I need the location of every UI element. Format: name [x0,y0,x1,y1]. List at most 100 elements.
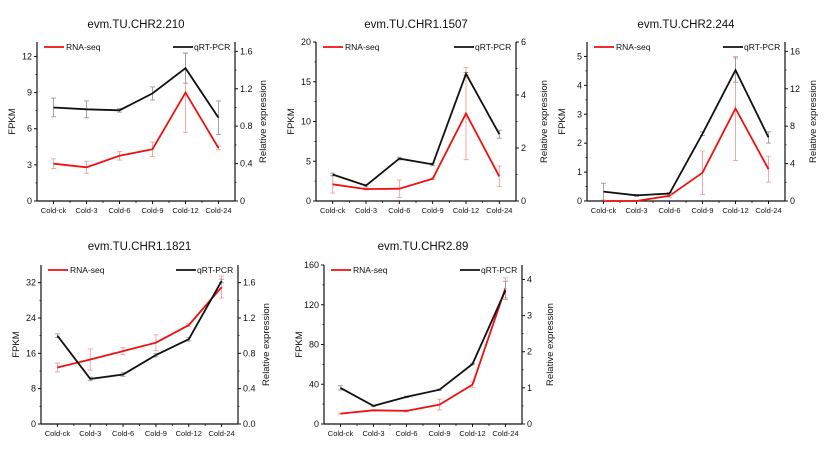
legend: RNA-seq qRT-PCR [323,42,511,52]
legend-label-qrt-pcr: qRT-PCR [197,265,233,275]
chart-title: evm.TU.CHR1.1507 [364,19,468,31]
left-tick-label: 8 [31,384,36,394]
left-tick-label: 0 [306,196,311,206]
right-tick-label: 0.4 [240,159,253,169]
y-right-axis-label: Relative expression [258,80,269,163]
legend-label-rna-seq: RNA-seq [66,42,101,52]
category-label: Cold-24 [486,206,512,215]
y-right-axis-label: Relative expression [539,80,550,163]
category-label: Cold-3 [355,206,377,215]
left-tick-label: 20 [301,37,311,47]
left-tick-label: 120 [304,300,319,310]
category-label: Cold-24 [492,429,518,438]
category-label: Cold-ck [45,429,71,438]
left-tick-label: 0 [314,419,319,429]
category-label: Cold-3 [362,429,384,438]
qrt-pcr-line [603,68,770,197]
left-tick-label: 0 [31,419,36,429]
category-label: Cold-12 [176,429,202,438]
left-tick-label: 0 [577,196,582,206]
series-qrt-pcr [601,57,771,201]
category-label: Cold-3 [625,206,647,215]
category-label: Cold-3 [75,206,97,215]
legend-label-rna-seq: RNA-seq [345,42,380,52]
left-tick-label: 160 [304,260,319,270]
y-axis-label: FPKM [286,108,297,134]
series-qrt-pcr [330,71,502,188]
rna-seq-line [53,90,220,169]
category-label: Cold-6 [658,206,680,215]
legend-label-qrt-pcr: qRT-PCR [744,42,780,52]
right-tick-label: 4 [521,90,526,100]
legend: RNA-seq qRT-PCR [331,265,517,275]
right-tick-label: 6 [521,37,526,47]
right-tick-label: 0 [521,196,526,206]
left-tick-label: 16 [26,348,36,358]
category-label: Cold-9 [145,429,167,438]
qrt-pcr-line [332,71,501,187]
rna-seq-line [332,111,501,191]
category-label: Cold-9 [428,429,450,438]
right-tick-label: 0 [527,419,532,429]
left-tick-label: 32 [26,278,36,288]
y-right-axis-label: Relative expression [261,303,272,386]
legend-label-qrt-pcr: qRT-PCR [194,42,230,52]
category-label: Cold-6 [108,206,130,215]
category-label: Cold-9 [422,206,444,215]
left-tick-label: 24 [26,313,36,323]
rna-seq-line [340,287,507,415]
qrt-pcr-line [340,289,507,407]
category-label: Cold-24 [208,429,234,438]
left-tick-label: 1 [577,167,582,177]
right-tick-label: 1.2 [243,313,256,323]
category-label: Cold-12 [459,429,485,438]
y-right-axis-label: Relative expression [545,303,556,386]
series-qrt-pcr [338,280,508,408]
qrt-pcr-line [56,280,223,380]
category-label: Cold-9 [691,206,713,215]
left-tick-label: 12 [22,51,32,61]
right-tick-label: 0.8 [243,348,256,358]
right-tick-label: 0 [790,196,795,206]
left-tick-label: 5 [306,156,311,166]
category-label: Cold-ck [328,429,354,438]
category-label: Cold-12 [453,206,479,215]
right-tick-label: 3 [527,311,532,321]
left-tick-label: 3 [27,160,32,170]
legend-label-rna-seq: RNA-seq [70,265,105,275]
right-tick-label: 2 [527,347,532,357]
left-tick-label: 5 [577,51,582,61]
category-label: Cold-6 [112,429,134,438]
right-tick-label: 16 [790,46,800,56]
category-label: Cold-12 [722,206,748,215]
y-axis-label: FPKM [7,108,18,134]
chart-panel-5: evm.TU.CHR2.89 0 40 80 120 160 0 1 2 3 4 Cold-ck Col… [294,241,556,438]
right-tick-label: 0.8 [240,121,253,131]
chart-panel-1: evm.TU.CHR2.210 0 3 6 9 12 0 0.4 0.8 1.2 1.6 Cold-c… [7,19,269,215]
right-tick-label: 1.6 [240,46,253,56]
chart-title: evm.TU.CHR2.89 [378,241,469,253]
series-rna-seq [54,275,225,373]
category-label: Cold-6 [388,206,410,215]
right-tick-label: 12 [790,84,800,94]
right-tick-label: 1.2 [240,84,253,94]
series-qrt-pcr [51,52,221,136]
right-tick-label: 4 [527,274,532,284]
y-axis-label: FPKM [557,108,568,134]
series-rna-seq [603,56,771,202]
category-label: Cold-3 [79,429,101,438]
qrt-pcr-line [53,66,220,119]
right-tick-label: 1 [527,383,532,393]
legend: RNA-seq qRT-PCR [44,42,230,52]
left-tick-label: 10 [301,117,311,127]
right-tick-label: 1.6 [243,278,256,288]
left-tick-label: 9 [27,88,32,98]
right-tick-label: 0.4 [243,384,256,394]
y-axis-label: FPKM [11,331,22,357]
chart-title: evm.TU.CHR1.1821 [88,241,192,253]
y-right-axis-label: Relative expression [808,80,819,163]
category-label: Cold-24 [755,206,781,215]
left-tick-label: 80 [309,340,319,350]
legend-label-qrt-pcr: qRT-PCR [475,42,511,52]
